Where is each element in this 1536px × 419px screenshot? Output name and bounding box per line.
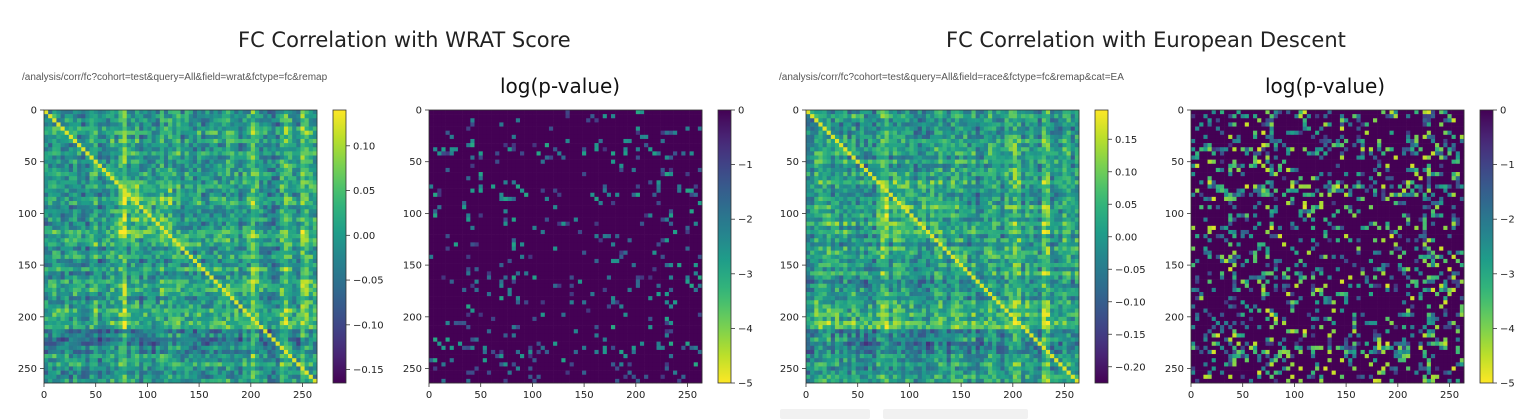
colorbar-tick-label: 0	[738, 106, 744, 117]
x-tick-label: 100	[523, 390, 542, 401]
x-tick-label: 100	[1285, 390, 1304, 401]
x-tick-label: 250	[1055, 390, 1074, 401]
y-tick-label: 250	[403, 364, 422, 375]
heatmap-european-logp: 0 50 100 150 200 250 0 50 100 150 200 250 0 −1 −2 −3 −4 −…	[1165, 106, 1515, 402]
x-tick-label: 150	[1337, 390, 1356, 401]
colorbar-tick-label: −1	[1500, 160, 1515, 171]
y-tick-label: 200	[403, 312, 422, 323]
x-tick-label: 250	[678, 390, 697, 401]
plot-title-pvalue-european: log(p-value)	[1265, 74, 1386, 98]
x-tick-label: 150	[952, 390, 971, 401]
x-tick-label: 50	[89, 390, 102, 401]
panel-title-european: FC Correlation with European Descent	[946, 28, 1346, 52]
colorbar-tick-label: −5	[1500, 379, 1515, 390]
colorbar-tick-label: −4	[1500, 324, 1515, 335]
y-tick-label: 100	[18, 209, 37, 220]
colorbar-tick-label: −4	[738, 324, 753, 335]
colorbar-tick-label: −0.10	[1115, 297, 1146, 308]
y-tick-label: 150	[780, 261, 799, 272]
x-tick-label: 0	[41, 390, 47, 401]
heatmap-wrat-correlation: 0 50 100 150 200 250 0 50 100 150 200 250 0.10 0.05 0.…	[18, 106, 384, 402]
plot-frame	[1190, 109, 1465, 384]
y-tick-label: 50	[24, 157, 37, 168]
colorbar-tick-label: −1	[738, 160, 753, 171]
y-tick-label: 150	[403, 261, 422, 272]
x-tick-label: 150	[575, 390, 594, 401]
y-tick-label: 0	[416, 106, 422, 117]
x-tick-label: 50	[851, 390, 864, 401]
heatmap-wrat-logp: 0 50 100 150 200 250 0 50 100 150 200 250 0 −1 −2 −3 −4 −…	[403, 106, 753, 402]
heatmap-cells	[1191, 110, 1465, 384]
x-tick-label: 100	[900, 390, 919, 401]
colorbar-tick-label: −0.15	[1115, 330, 1146, 341]
colorbar-tick-label: 0.10	[353, 141, 375, 152]
x-tick-label: 150	[190, 390, 209, 401]
y-tick-label: 200	[18, 312, 37, 323]
y-tick-label: 200	[1165, 312, 1184, 323]
colorbar-tick-label: −0.05	[1115, 265, 1146, 276]
y-tick-label: 250	[780, 364, 799, 375]
x-tick-label: 250	[293, 390, 312, 401]
plot-frame	[805, 109, 1080, 384]
colorbar-tick-label: −0.20	[1115, 362, 1146, 373]
y-tick-label: 200	[780, 312, 799, 323]
colorbar	[717, 109, 732, 384]
colorbar-tick-label: 0.15	[1115, 135, 1137, 146]
x-tick-label: 0	[1188, 390, 1194, 401]
x-tick-label: 0	[803, 390, 809, 401]
heatmap-cells	[44, 110, 318, 384]
scroll-hint	[780, 409, 870, 419]
y-tick-label: 0	[1178, 106, 1184, 117]
colorbar-tick-label: −0.10	[353, 320, 384, 331]
colorbar	[332, 109, 347, 384]
plot-title-pvalue-wrat: log(p-value)	[500, 74, 621, 98]
y-tick-label: 0	[793, 106, 799, 117]
colorbar-tick-label: 0.05	[353, 186, 375, 197]
colorbar-tick-label: −0.05	[353, 276, 384, 287]
x-tick-label: 200	[626, 390, 645, 401]
y-tick-label: 250	[1165, 364, 1184, 375]
y-tick-label: 100	[1165, 209, 1184, 220]
x-tick-label: 0	[426, 390, 432, 401]
y-tick-label: 100	[780, 209, 799, 220]
colorbar-tick-label: −0.15	[353, 365, 384, 376]
y-tick-label: 50	[1171, 157, 1184, 168]
colorbar	[1479, 109, 1494, 384]
x-tick-label: 200	[1388, 390, 1407, 401]
x-tick-label: 100	[138, 390, 157, 401]
plot-frame	[428, 109, 703, 384]
heatmap-european-correlation: 0 50 100 150 200 250 0 50 100 150 200 250 0.15 0.10 0.…	[780, 106, 1146, 402]
y-tick-label: 250	[18, 364, 37, 375]
y-tick-label: 150	[1165, 261, 1184, 272]
colorbar-tick-label: −2	[1500, 215, 1515, 226]
colorbar	[1094, 109, 1109, 384]
colorbar-tick-label: −5	[738, 379, 753, 390]
colorbar-tick-label: 0.10	[1115, 167, 1137, 178]
x-tick-label: 50	[474, 390, 487, 401]
y-tick-label: 150	[18, 261, 37, 272]
scroll-hint	[883, 409, 1028, 419]
heatmap-cells	[806, 110, 1080, 384]
colorbar-tick-label: 0	[1500, 106, 1506, 117]
colorbar-tick-label: −3	[1500, 269, 1515, 280]
colorbar-tick-label: 0.00	[1115, 232, 1137, 243]
query-url-wrat: /analysis/corr/fc?cohort=test&query=All&…	[22, 72, 328, 83]
heatmap-cells	[429, 110, 703, 384]
x-tick-label: 50	[1236, 390, 1249, 401]
x-tick-label: 200	[241, 390, 260, 401]
query-url-european: /analysis/corr/fc?cohort=test&query=All&…	[779, 72, 1124, 83]
x-tick-label: 250	[1440, 390, 1459, 401]
panel-title-wrat: FC Correlation with WRAT Score	[238, 28, 571, 52]
y-tick-label: 0	[31, 106, 37, 117]
colorbar-tick-label: −2	[738, 215, 753, 226]
y-tick-label: 50	[409, 157, 422, 168]
x-tick-label: 200	[1003, 390, 1022, 401]
y-tick-label: 100	[403, 209, 422, 220]
colorbar-tick-label: −3	[738, 269, 753, 280]
colorbar-tick-label: 0.05	[1115, 200, 1137, 211]
colorbar-tick-label: 0.00	[353, 231, 375, 242]
y-tick-label: 50	[786, 157, 799, 168]
plot-frame	[43, 109, 318, 384]
